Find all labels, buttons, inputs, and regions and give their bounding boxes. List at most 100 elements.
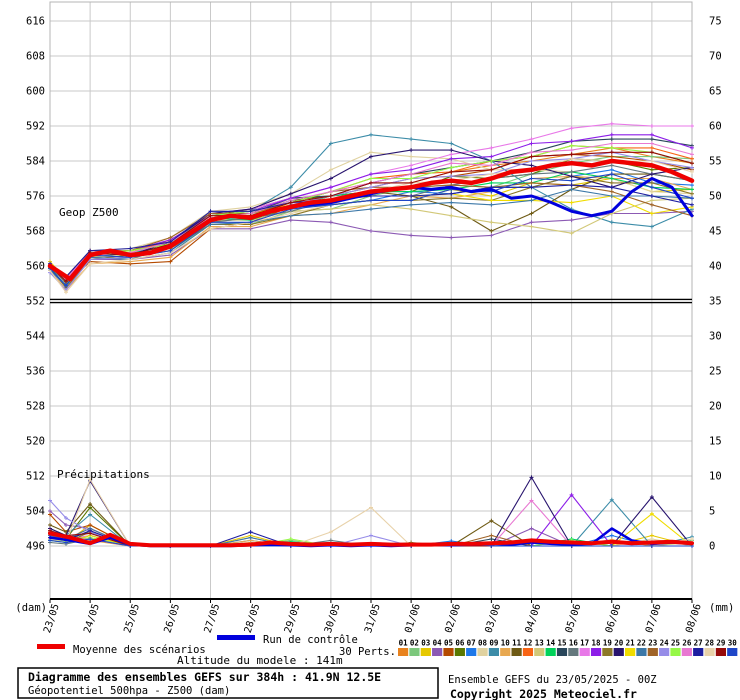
- legend-member-number: 26: [682, 639, 692, 648]
- mean-precip-line: [48, 531, 694, 548]
- y-tick-label-left: 552: [26, 296, 45, 308]
- y-tick-label-right: 60: [709, 121, 722, 133]
- x-tick-label: 01/06: [403, 603, 423, 635]
- mean-legend-swatch: [37, 644, 65, 649]
- legend-member-number: 04: [433, 639, 443, 648]
- legend-member-swatch: [556, 648, 568, 656]
- legend-member-number: 17: [580, 639, 589, 648]
- precipitations-label: Précipitations: [57, 468, 150, 481]
- copyright-label: Copyright 2025 Meteociel.fr: [450, 687, 637, 700]
- x-tick-label: 06/06: [604, 603, 624, 635]
- perts-count-label: 30 Perts.: [339, 646, 396, 658]
- legend-member-number: 16: [569, 639, 579, 648]
- run-info-label: Ensemble GEFS du 23/05/2025 - 00Z: [448, 674, 657, 686]
- x-tick-label: 25/05: [122, 603, 142, 635]
- legend-member-number: 02: [410, 639, 419, 648]
- legend-member-number: 09: [489, 639, 499, 648]
- y-tick-label-left: 520: [26, 436, 45, 448]
- legend-member-number: 25: [671, 639, 680, 648]
- legend-member-number: 22: [637, 639, 646, 648]
- legend-member-number: 08: [478, 639, 488, 648]
- y-tick-label-right: 45: [709, 226, 722, 238]
- geop-z500-label: Geop Z500: [59, 206, 119, 219]
- legend-member-number: 11: [512, 639, 522, 648]
- x-tick-label: 07/06: [644, 603, 664, 635]
- y-tick-label-right: 70: [709, 51, 722, 63]
- legend-member-swatch: [420, 648, 431, 656]
- y-tick-label-left: 528: [26, 401, 45, 413]
- y-tick-label-right: 35: [709, 296, 722, 308]
- legend-member-swatch: [613, 648, 624, 656]
- y-tick-label-left: 608: [26, 51, 45, 63]
- altitude-label: Altitude du modele : 141m: [177, 654, 343, 667]
- legend-member-number: 27: [694, 639, 703, 648]
- legend-member-number: 15: [557, 639, 566, 648]
- x-tick-label: 27/05: [203, 603, 223, 635]
- legend-member-swatch: [454, 648, 465, 656]
- legend-member-swatch: [647, 648, 658, 656]
- y-tick-label-right: 65: [709, 86, 722, 98]
- y-tick-label-left: 536: [26, 366, 45, 378]
- x-tick-label: 30/05: [323, 603, 343, 635]
- legend-member-swatch: [534, 648, 545, 656]
- x-tick-label: 24/05: [82, 603, 102, 635]
- legend-member-swatch: [477, 648, 488, 656]
- x-tick-label: 28/05: [243, 603, 263, 635]
- legend-member-swatch: [545, 648, 556, 656]
- legend-member-swatch: [579, 648, 590, 656]
- y-tick-label-right: 25: [709, 366, 722, 378]
- mean-legend-label: Moyenne des scénarios: [73, 644, 206, 656]
- legend-member-swatch: [727, 648, 738, 656]
- x-tick-label: 31/05: [363, 603, 383, 635]
- y-tick-label-right: 55: [709, 156, 722, 168]
- legend-member-number: 03: [421, 639, 431, 648]
- member-24-z500-line: [49, 151, 693, 291]
- legend-member-number: 19: [603, 639, 613, 648]
- legend-member-number: 06: [455, 639, 465, 648]
- control-legend-label: Run de contrôle: [263, 634, 358, 646]
- x-tick-label: 04/06: [524, 603, 544, 635]
- y-tick-label-left: 568: [26, 226, 45, 238]
- y-tick-label-right: 75: [709, 16, 722, 28]
- legend-member-swatch: [466, 648, 477, 656]
- y-tick-label-left: 600: [26, 86, 45, 98]
- legend-member-swatch: [693, 648, 704, 656]
- legend-member-number: 07: [467, 639, 476, 648]
- legend-member-swatch: [443, 648, 454, 656]
- y-tick-label-left: 616: [26, 16, 45, 28]
- y-tick-label-left: 504: [26, 506, 45, 518]
- legend-member-swatch: [704, 648, 715, 656]
- legend-member-swatch: [636, 648, 647, 656]
- y-tick-label-left: 496: [26, 541, 45, 553]
- legend-member-number: 13: [535, 639, 545, 648]
- y-tick-label-right: 10: [709, 471, 722, 483]
- legend-member-swatch: [625, 648, 636, 656]
- legend-member-number: 10: [501, 639, 511, 648]
- legend-member-number: 18: [592, 639, 602, 648]
- member-30-z500-line: [49, 173, 693, 287]
- legend-member-swatch: [488, 648, 499, 656]
- chart-title: Diagramme des ensembles GEFS sur 384h : …: [28, 670, 381, 684]
- y-tick-label-left: 544: [26, 331, 45, 343]
- left-axis-unit-label: (dam): [15, 602, 47, 614]
- x-tick-label: 29/05: [283, 603, 303, 635]
- y-tick-label-right: 5: [709, 506, 715, 518]
- legend-member-swatch: [670, 648, 681, 656]
- plot-layer: 23/05 24/05 25/05 26/05 27/05 28/05 29/05 30/05…: [26, 1, 738, 656]
- control-legend-swatch: [217, 635, 255, 640]
- x-tick-label: 08/06: [684, 603, 704, 635]
- legend-member-number: 29: [716, 639, 726, 648]
- y-tick-label-left: 592: [26, 121, 45, 133]
- y-tick-label-left: 584: [26, 156, 45, 168]
- legend-member-number: 24: [660, 639, 670, 648]
- legend-member-swatch: [522, 648, 534, 656]
- member-22-z500-line: [49, 188, 693, 287]
- x-tick-label: 03/06: [483, 603, 503, 635]
- y-tick-label-right: 15: [709, 436, 722, 448]
- legend-member-swatch: [568, 648, 579, 656]
- legend-member-number: 12: [523, 639, 532, 648]
- x-tick-label: 02/06: [443, 603, 463, 635]
- y-tick-label-left: 560: [26, 261, 45, 273]
